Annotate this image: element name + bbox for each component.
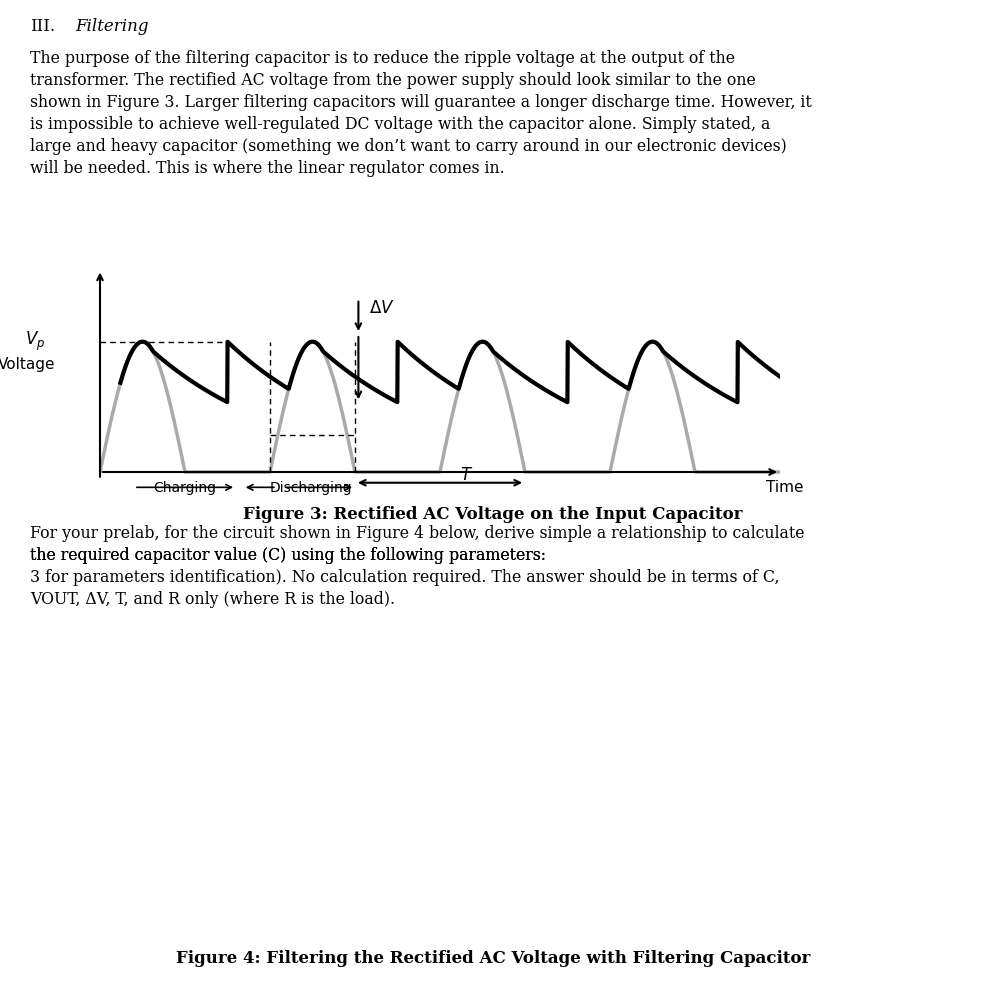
Text: shown in Figure 3. Larger filtering capacitors will guarantee a longer discharge: shown in Figure 3. Larger filtering capa… [30, 94, 811, 111]
Text: Time: Time [766, 480, 804, 495]
Text: $V_p$: $V_p$ [26, 330, 45, 354]
Text: will be needed. This is where the linear regulator comes in.: will be needed. This is where the linear… [30, 160, 505, 177]
Text: $T$: $T$ [460, 466, 473, 484]
Text: 3 for parameters identification). No calculation required. The answer should be : 3 for parameters identification). No cal… [30, 569, 779, 586]
Text: transformer. The rectified AC voltage from the power supply should look similar : transformer. The rectified AC voltage fr… [30, 72, 755, 89]
Text: the required capacitor value (C) using the following parameters:: the required capacitor value (C) using t… [30, 547, 546, 564]
Text: is impossible to achieve well-regulated DC voltage with the capacitor alone. Sim: is impossible to achieve well-regulated … [30, 116, 770, 133]
Text: III.: III. [30, 18, 55, 35]
Text: The purpose of the filtering capacitor is to reduce the ripple voltage at the ou: The purpose of the filtering capacitor i… [30, 50, 735, 67]
Text: the required capacitor value (C) using the following parameters:: the required capacitor value (C) using t… [30, 547, 546, 564]
Text: Discharging: Discharging [269, 481, 352, 495]
Text: Figure 4: Filtering the Rectified AC Voltage with Filtering Capacitor: Figure 4: Filtering the Rectified AC Vol… [176, 950, 810, 967]
Text: Voltage: Voltage [0, 357, 55, 372]
Text: Charging: Charging [154, 481, 217, 495]
Text: Figure 3: Rectified AC Voltage on the Input Capacitor: Figure 3: Rectified AC Voltage on the In… [244, 506, 742, 523]
Text: VOUT, ΔV, T, and R only (where R is the load).: VOUT, ΔV, T, and R only (where R is the … [30, 591, 395, 608]
Text: $\Delta V$: $\Delta V$ [369, 299, 394, 317]
Text: large and heavy capacitor (something we don’t want to carry around in our electr: large and heavy capacitor (something we … [30, 138, 787, 155]
Text: For your prelab, for the circuit shown in Figure 4 below, derive simple a relati: For your prelab, for the circuit shown i… [30, 525, 805, 542]
Text: Filtering: Filtering [75, 18, 149, 35]
